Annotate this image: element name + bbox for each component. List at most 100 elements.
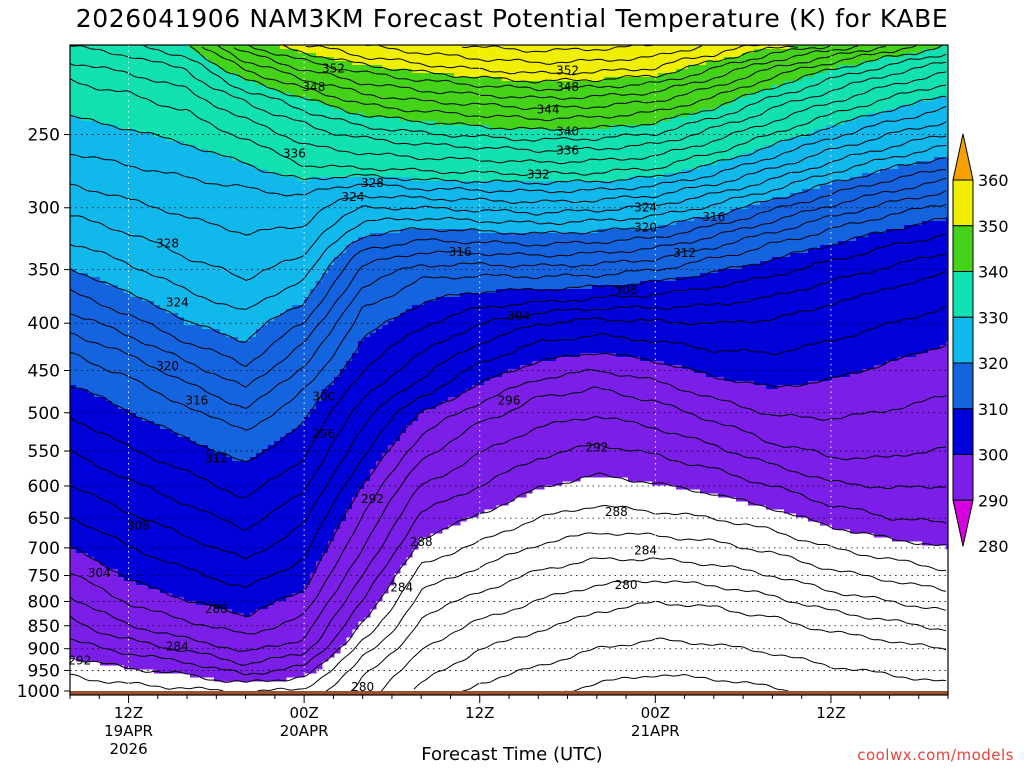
y-tick-label: 650 [28, 509, 60, 529]
isentrope-298 [70, 368, 947, 635]
contour-label: 344 [537, 103, 560, 117]
colorbar-segment [952, 179, 974, 227]
x-axis-title: Forecast Time (UTC) [421, 744, 603, 765]
isentrope-348 [247, 45, 831, 92]
contour-label: 340 [556, 124, 579, 138]
isentrope-278 [461, 637, 947, 692]
contour-label: 324 [634, 201, 657, 215]
contour-label: 292 [68, 654, 91, 668]
isentrope-334 [70, 63, 947, 165]
ground-layer [70, 691, 948, 695]
y-tick-label: 900 [28, 640, 60, 660]
y-tick-label: 300 [28, 199, 60, 219]
isentrope-302 [70, 305, 947, 589]
colorbar-label: 290 [978, 491, 1009, 510]
x-date-label: 21APR [631, 722, 680, 740]
colorbar-segment [952, 362, 974, 410]
colorbar-label: 300 [978, 446, 1009, 465]
colorbar-label: 360 [978, 171, 1009, 190]
isentrope-336 [70, 45, 947, 154]
contour-label: 288 [410, 535, 433, 549]
y-tick-label: 250 [28, 126, 60, 146]
isentrope-306 [70, 254, 946, 531]
isentrope-350 [280, 45, 799, 84]
isentrope-284 [349, 557, 947, 693]
y-tick-label: 500 [28, 404, 60, 424]
y-tick-label: 550 [28, 442, 60, 462]
isentrope-288 [70, 504, 947, 695]
contour-label: 280 [615, 578, 638, 592]
contour-line-layer [70, 45, 947, 695]
x-year-label: 2026 [109, 740, 147, 758]
isentrope-340 [189, 45, 945, 132]
ground-terrain [70, 691, 948, 695]
isentrope-322 [70, 144, 947, 310]
contour-label: 304 [507, 309, 530, 323]
y-tick-label: 1000 [17, 682, 60, 702]
isentrope-292 [70, 443, 947, 676]
contour-label: 352 [322, 61, 345, 75]
isentrope-308 [70, 233, 947, 499]
y-tick-label: 400 [28, 314, 60, 334]
contour-label: 288 [605, 505, 628, 519]
y-tick-label: 850 [28, 617, 60, 637]
contour-label: 284 [166, 639, 189, 653]
contour-label-layer: 3523483363283243523483443403363323283243… [68, 61, 725, 694]
isentrope-324 [70, 135, 947, 282]
y-tick-label: 450 [28, 361, 60, 381]
x-tick-label: 12Z [816, 704, 845, 722]
contour-label: 324 [341, 190, 364, 204]
colorbar-extend-bottom [952, 499, 974, 547]
colorbar-label: 320 [978, 354, 1009, 373]
isentrope-342 [201, 45, 919, 122]
isentrope-286 [325, 532, 947, 692]
credit-text: coolwx.com/models [857, 746, 1014, 764]
isentrope-294 [70, 416, 947, 666]
isentrope-356 [461, 45, 655, 53]
isentrope-314 [70, 190, 947, 410]
isentrope-310 [70, 217, 947, 463]
contour-label: 300 [312, 389, 335, 403]
contour-label: 336 [556, 143, 579, 157]
isentrope-300 [70, 344, 947, 618]
contour-label: 316 [185, 394, 208, 408]
colorbar-segment [952, 408, 974, 455]
chart-title: 2026041906 NAM3KM Forecast Potential Tem… [75, 4, 949, 33]
contour-label: 280 [351, 680, 374, 694]
colorbar-label: 310 [978, 400, 1009, 419]
contour-label: 348 [302, 80, 325, 94]
isentrope-328 [70, 105, 947, 197]
contour-label: 320 [156, 359, 179, 373]
isentrope-332 [70, 78, 947, 177]
isentrope-318 [70, 169, 947, 367]
x-date-label: 20APR [280, 722, 329, 740]
contour-label: 288 [205, 602, 228, 616]
contour-label: 312 [205, 451, 228, 465]
isentrope-280 [413, 601, 947, 690]
isentrope-316 [70, 178, 947, 388]
y-tick-label: 600 [28, 477, 60, 497]
isentrope-276 [561, 674, 799, 695]
contour-label: 336 [283, 146, 306, 160]
y-tick-label: 350 [28, 261, 60, 281]
contour-label: 324 [166, 296, 189, 310]
contour-label: 352 [556, 63, 579, 77]
y-tick-label: 800 [28, 592, 60, 612]
contour-label: 304 [88, 566, 111, 580]
contour-label: 292 [361, 492, 384, 506]
contour-label: 308 [615, 283, 638, 297]
contour-label: 312 [673, 246, 696, 260]
x-tick-label: 12Z [114, 704, 143, 722]
y-tick-label: 750 [28, 567, 60, 587]
isentrope-344 [217, 45, 887, 111]
contour-label: 292 [585, 440, 608, 454]
x-tick-label: 00Z [641, 704, 670, 722]
contour-label: 284 [390, 581, 413, 595]
colorbar-label: 340 [978, 263, 1009, 282]
contour-label: 296 [312, 427, 335, 441]
isentrope-312 [70, 204, 947, 431]
contour-label: 328 [156, 237, 179, 251]
contour-label: 316 [702, 210, 725, 224]
